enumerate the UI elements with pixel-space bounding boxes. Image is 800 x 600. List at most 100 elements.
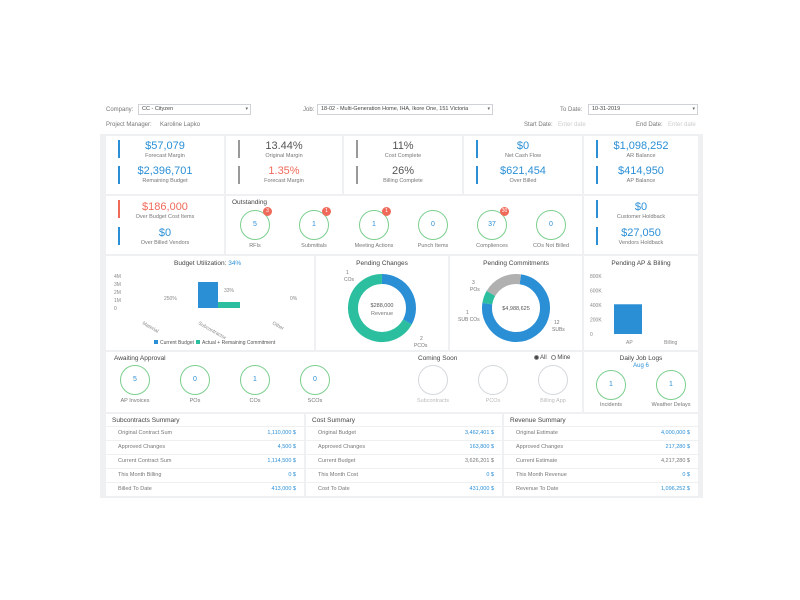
radio-all-label: All	[540, 355, 547, 362]
donut-center-label: Revenue	[371, 311, 393, 317]
outstanding-title: Outstanding	[232, 199, 268, 206]
start-date-input[interactable]: Enter date	[558, 122, 586, 128]
revenue-summary: Revenue Summary Original Estimate 4,000,0…	[504, 414, 698, 496]
awaiting-count-scos[interactable]: 0	[300, 365, 330, 395]
pending-commitments-title: Pending Commitments	[483, 260, 549, 267]
radio-all[interactable]: All	[534, 355, 547, 361]
y-tick-label: 800K	[590, 274, 602, 280]
over-budget-label: Over Budget Cost Items	[135, 214, 195, 220]
summary-row-value: 4,500 $	[277, 444, 296, 450]
end-date-input[interactable]: Enter date	[668, 122, 696, 128]
awaiting-approval-card: Awaiting Approval 5 AP Invoices 0 POs 1 COs 0 S…	[106, 352, 582, 412]
job-label: Job:	[303, 107, 315, 113]
awaiting-count-ap-invoices[interactable]: 5	[120, 365, 150, 395]
donut-label-pcos-count: 2	[420, 336, 423, 342]
accent-bar	[238, 140, 240, 158]
outstanding-count-punch-items[interactable]: 0	[418, 210, 448, 240]
company-select[interactable]: CC - Cityzen ▾	[138, 104, 251, 115]
bar-ap[interactable]	[614, 304, 642, 334]
vendors-holdback-value: $27,050	[621, 227, 661, 239]
accent-bar	[596, 166, 598, 184]
summary-row: Approved Changes 163,800 $	[306, 440, 502, 454]
summary-row-value: 1,096,252 $	[660, 486, 690, 492]
outstanding-count-cos-not-billed[interactable]: 0	[536, 210, 566, 240]
accent-bar	[596, 227, 598, 245]
daily-log-weather-delays[interactable]: 1	[656, 370, 686, 400]
summary-row-label: This Month Cost	[318, 472, 359, 478]
awaiting-label: COs	[249, 398, 261, 404]
donut-slice-pos[interactable]	[486, 274, 522, 297]
donut-center-value: $4,988,625	[502, 306, 530, 312]
summary-row-label: Approved Changes	[118, 444, 166, 450]
accent-bar	[238, 166, 240, 184]
donut-slice-pcos[interactable]	[348, 274, 412, 342]
bar-current-subcontractor[interactable]	[198, 282, 218, 308]
project-manager-value: Karoline Lapko	[160, 122, 201, 128]
bar-actual-subcontractor[interactable]	[218, 302, 240, 308]
donut-label-cos-count: 1	[346, 270, 349, 276]
donut-label-subs-count: 12	[554, 320, 560, 326]
donut-slice-subcos[interactable]	[482, 290, 496, 305]
over-billed-vendors-label: Over Billed Vendors	[140, 240, 190, 246]
ap-balance-value: $414,950	[618, 165, 664, 177]
outstanding-count-compliences[interactable]: 37	[477, 210, 507, 240]
billing-complete-label: Billing Complete	[383, 178, 423, 184]
summary-row: Revenue To Date 1,096,252 $	[504, 482, 698, 496]
y-tick-label: 4M	[114, 274, 121, 280]
awaiting-count-pos[interactable]: 0	[180, 365, 210, 395]
x-tick-label: Other	[271, 321, 285, 333]
pending-ap-card: Pending AP & Billing 800K 600K 400K 200K 0 AP…	[584, 256, 698, 350]
y-tick-label: 2M	[114, 290, 121, 296]
awaiting-count-cos[interactable]: 1	[240, 365, 270, 395]
forecast-margin-pct-label: Forecast Margin	[264, 178, 304, 184]
awaiting-label: POs	[189, 398, 201, 404]
pending-changes-card: Pending Changes $288,000 Revenue 1 COs 2 PCOs	[316, 256, 448, 350]
pending-changes-title: Pending Changes	[356, 260, 408, 267]
accent-bar	[596, 140, 598, 158]
summary-row-label: This Month Revenue	[516, 472, 567, 478]
donut-label-subcos-count: 1	[466, 310, 469, 316]
company-label: Company:	[106, 107, 134, 113]
outstanding-label: Submittals	[301, 243, 327, 249]
summary-row-value: 413,000 $	[271, 486, 296, 492]
pending-ap-chart: 800K 600K 400K 200K 0 AP Billing	[590, 274, 678, 346]
outstanding-label: Meeting Actions	[354, 243, 394, 249]
x-tick-label: AP	[626, 340, 633, 346]
donut-slice-cos[interactable]	[381, 274, 416, 325]
notification-badge: 3	[263, 207, 272, 216]
summary-row-value: 3,626,201 $	[464, 458, 494, 464]
summary-row: This Month Revenue 0 $	[504, 468, 698, 482]
radio-mine-label: Mine	[557, 355, 571, 362]
radio-all-icon	[534, 355, 539, 360]
summary-row: Approved Changes 217,280 $	[504, 440, 698, 454]
donut-label-subcos: SUB COs	[458, 317, 480, 323]
summary-row-value: 1,110,000 $	[267, 430, 296, 436]
donut-label-pos-count: 3	[472, 280, 475, 286]
daily-log-incidents[interactable]: 1	[596, 370, 626, 400]
radio-mine[interactable]: Mine	[551, 355, 570, 361]
accent-bar	[118, 140, 120, 158]
company-select-value: CC - Cityzen	[142, 106, 174, 112]
cost-complete-value: 11%	[392, 140, 414, 152]
notification-badge: 30	[500, 207, 509, 216]
notification-badge: 1	[382, 207, 391, 216]
y-tick-label: 0	[114, 306, 117, 312]
legend-swatch-current	[154, 340, 158, 344]
pct-label: 0%	[290, 296, 298, 302]
y-tick-label: 1M	[114, 298, 121, 304]
to-date-value: 10-31-2019	[592, 106, 621, 112]
daily-logs-date[interactable]: Aug 6	[633, 363, 649, 369]
to-date-select[interactable]: 10-31-2019 ▾	[588, 104, 698, 115]
pct-label: 33%	[224, 288, 235, 294]
donut-label-subs: SUBs	[552, 327, 565, 333]
over-billed-label: Over Billed	[509, 178, 537, 184]
budget-utilization-title: Budget Utilization:	[174, 260, 227, 267]
x-tick-label: Material	[141, 321, 159, 335]
kpi-margin-card: $57,079 Forecast Margin $2,396,701 Remai…	[106, 136, 224, 194]
kpi-margin-pct-card: 13.44% Original Margin 1.35% Forecast Ma…	[226, 136, 342, 194]
donut-slice-subs[interactable]	[482, 274, 550, 342]
accent-bar	[476, 166, 478, 184]
outstanding-label: RFIs	[249, 243, 261, 249]
job-select[interactable]: 18-02 - Multi-Generation Home, IHA, Ikor…	[317, 104, 493, 115]
